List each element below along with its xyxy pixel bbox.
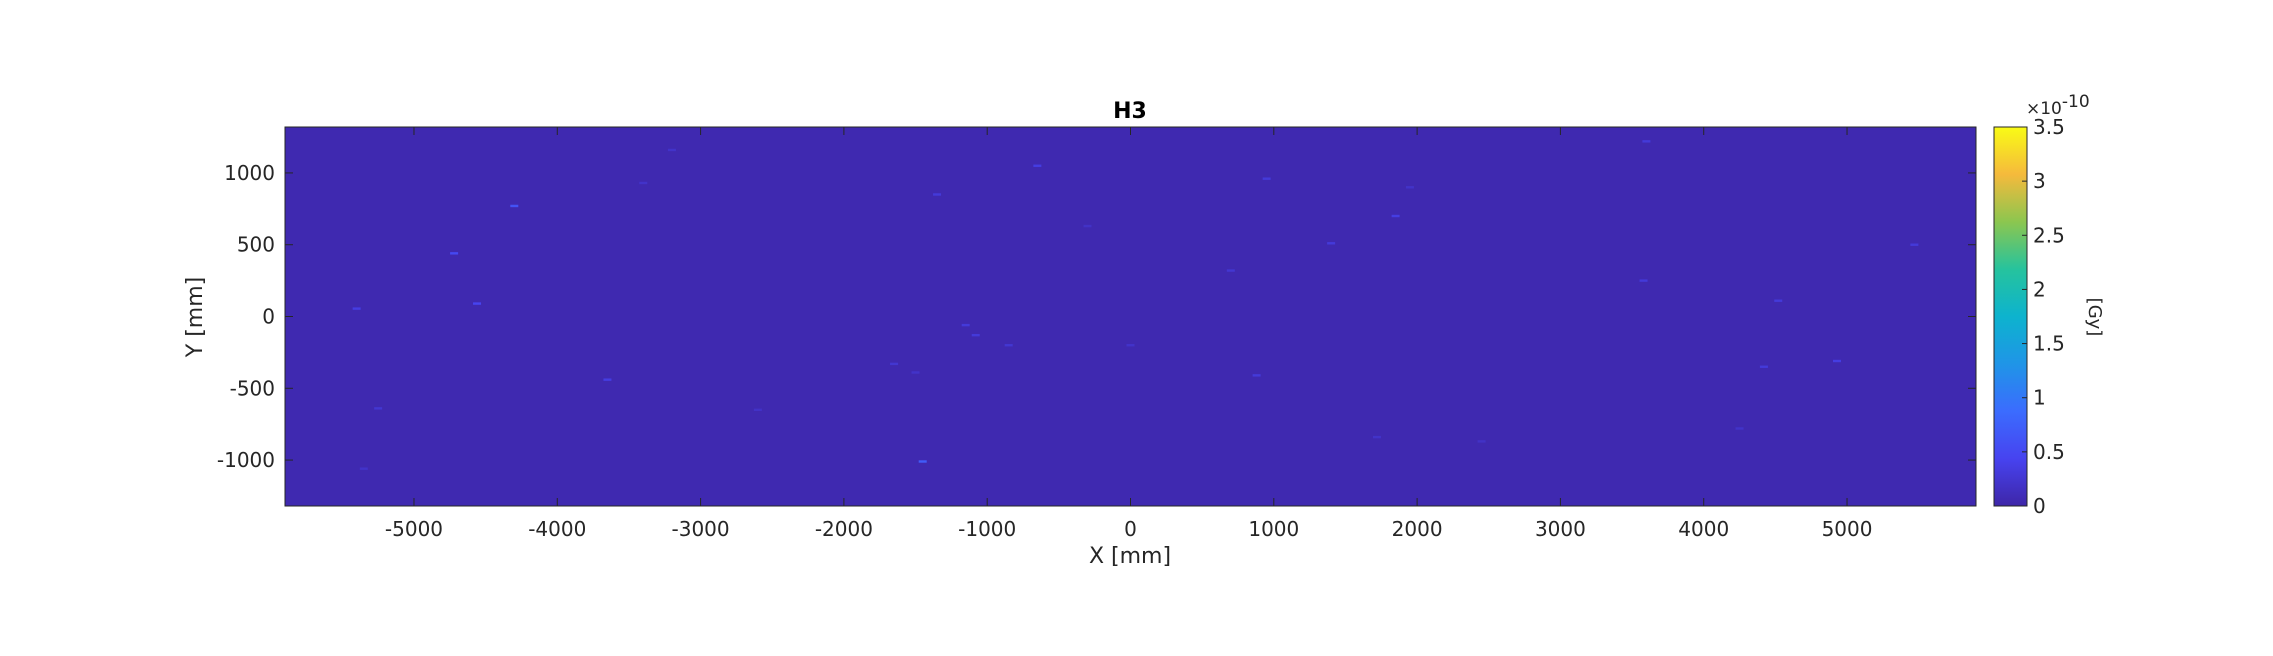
- heatmap-hotspot: [961, 323, 970, 327]
- x-axis-label: X [mm]: [1089, 544, 1171, 569]
- heatmap-hotspot: [667, 148, 676, 152]
- heatmap-hotspot: [639, 181, 648, 185]
- y-axis: -1000 -500 0 500 1000: [217, 161, 1976, 472]
- heatmap-hotspot: [1405, 186, 1414, 189]
- colorbar-tick-label: 2.5: [2033, 223, 2065, 247]
- x-tick-label: -3000: [672, 517, 730, 541]
- colorbar-tick-label: 2: [2033, 277, 2046, 301]
- y-tick-label: -500: [230, 376, 275, 400]
- plot-area: [284, 126, 1977, 507]
- colorbar-tick-label: 3.5: [2033, 115, 2065, 139]
- heatmap-hotspot: [971, 333, 980, 337]
- x-tick-label: -1000: [958, 517, 1016, 541]
- colorbar-tick-label: 1.5: [2033, 332, 2065, 356]
- heatmap-hotspot: [753, 408, 762, 412]
- heatmap-hotspot: [1759, 365, 1768, 368]
- heatmap-hotspot: [359, 467, 368, 470]
- heatmap-hotspot: [352, 307, 361, 310]
- colorbar-tick-label: 0.5: [2033, 440, 2065, 464]
- y-tick-label: 1000: [224, 161, 275, 185]
- x-tick-label: 1000: [1248, 517, 1299, 541]
- colorbar-tick-label: 1: [2033, 386, 2046, 410]
- heatmap-hotspot: [450, 252, 459, 255]
- colorbar-gradient: [1993, 126, 2028, 507]
- heatmap-hotspot: [1372, 435, 1381, 439]
- colorbar: 0 0.5 1 1.5 2 2.5 3 3.5 ×10-10 [Gy]: [1993, 92, 2105, 518]
- heatmap-hotspot: [1252, 374, 1261, 377]
- heatmap-hotspots: [352, 140, 1919, 470]
- y-axis-label: Y [mm]: [183, 277, 208, 358]
- heatmap-hotspot: [1126, 344, 1135, 347]
- x-tick-label: -5000: [385, 517, 443, 541]
- y-tick-label: -1000: [217, 448, 275, 472]
- heatmap-hotspot: [911, 371, 920, 374]
- heatmap-hotspot: [1477, 440, 1486, 443]
- heatmap-hotspot: [374, 407, 383, 410]
- heatmap-hotspot: [1642, 140, 1651, 143]
- x-tick-label: 5000: [1822, 517, 1873, 541]
- colorbar-exponent: ×10-10: [2026, 92, 2090, 119]
- x-tick-label: -4000: [528, 517, 586, 541]
- heatmap-hotspot: [1327, 242, 1336, 245]
- heatmap-hotspot: [1226, 269, 1235, 272]
- heatmap-hotspot: [1262, 177, 1271, 180]
- heatmap-hotspot: [603, 378, 612, 381]
- x-tick-label: 4000: [1678, 517, 1729, 541]
- heatmap-hotspot: [1735, 427, 1744, 430]
- x-tick-label: 3000: [1535, 517, 1586, 541]
- heatmap-hotspot: [1391, 214, 1400, 218]
- chart-title: H3: [1113, 99, 1147, 124]
- heatmap-hotspot: [918, 460, 927, 463]
- heatmap-hotspot: [933, 193, 942, 196]
- colorbar-tick-label: 0: [2033, 494, 2046, 518]
- heatmap-hotspot: [473, 302, 482, 305]
- y-tick-label: 0: [262, 305, 275, 329]
- heatmap-hotspot: [1774, 299, 1783, 302]
- x-tick-label: 2000: [1392, 517, 1443, 541]
- heatmap-hotspot: [890, 362, 899, 366]
- colorbar-label: [Gy]: [2084, 298, 2105, 337]
- heatmap-hotspot: [1004, 344, 1013, 347]
- heatmap-hotspot: [1083, 224, 1092, 228]
- x-tick-label: -2000: [815, 517, 873, 541]
- heatmap-background: [285, 127, 1976, 506]
- colorbar-ticks: 0 0.5 1 1.5 2 2.5 3 3.5: [2022, 115, 2065, 518]
- heatmap-hotspot: [510, 204, 519, 208]
- y-tick-label: 500: [237, 233, 275, 257]
- x-tick-label: 0: [1124, 517, 1137, 541]
- x-axis: -5000 -4000 -3000 -2000 -1000 0 1000 2000 3000 40…: [385, 127, 1873, 541]
- colorbar-tick-label: 3: [2033, 169, 2046, 193]
- heatmap-hotspot: [1910, 243, 1919, 246]
- heatmap-hotspot: [1033, 164, 1042, 167]
- heatmap-hotspot: [1639, 279, 1648, 282]
- heatmap-hotspot: [1832, 359, 1841, 363]
